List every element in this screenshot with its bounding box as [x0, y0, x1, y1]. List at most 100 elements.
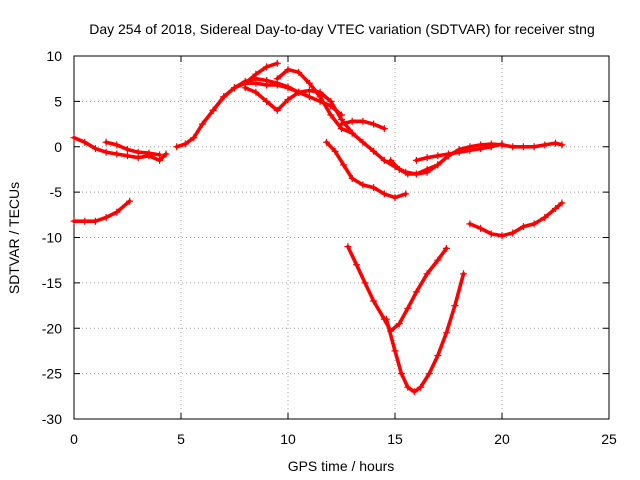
data-point [348, 129, 356, 137]
y-tick-label: -5 [50, 184, 63, 200]
series-line [468, 201, 564, 238]
series-line [72, 135, 168, 163]
y-axis: -30 -25 -20 -15 -10 -5 0 5 10 [42, 48, 609, 427]
data-point [284, 96, 292, 104]
data-point [404, 170, 412, 178]
series-line [72, 199, 132, 223]
data-point [340, 161, 348, 169]
series-arc-12 [412, 140, 506, 164]
chart-title: Day 254 of 2018, Sidereal Day-to-day VTE… [89, 21, 595, 37]
data-point [434, 352, 442, 359]
y-tick-label: -15 [42, 275, 62, 291]
data-point [410, 388, 418, 396]
series-arc-9 [338, 117, 388, 133]
data-point [156, 151, 164, 159]
series-arc-14 [344, 243, 450, 335]
data-point [305, 87, 313, 94]
data-point [519, 143, 527, 151]
data-point [380, 190, 388, 198]
data-point [124, 146, 131, 153]
data-point [434, 256, 442, 264]
data-point [113, 150, 121, 158]
data-point [509, 229, 517, 237]
data-point [273, 106, 281, 114]
data-point [442, 329, 450, 337]
data-point [558, 199, 566, 207]
x-axis-label: GPS time / hours [288, 458, 395, 474]
grid [74, 56, 609, 419]
y-tick-label: 0 [54, 139, 62, 155]
data-point [487, 143, 495, 151]
series-arc-8 [241, 84, 356, 137]
data-point [509, 143, 517, 151]
x-tick-label: 10 [280, 431, 296, 447]
data-point [263, 77, 271, 84]
data-point [434, 152, 442, 160]
data-point [344, 243, 352, 251]
data-point [198, 120, 206, 128]
data-point [305, 79, 313, 87]
data-point [412, 288, 420, 296]
x-tick-label: 5 [177, 431, 185, 447]
data-point [263, 97, 271, 105]
series-line [346, 244, 449, 333]
data-point [498, 140, 506, 148]
data-point [113, 141, 121, 149]
series-arc-4 [173, 79, 303, 151]
data-point [241, 84, 249, 92]
x-tick-label: 25 [601, 431, 617, 447]
data-point [91, 145, 99, 153]
data-point [425, 370, 433, 378]
data-point [451, 302, 459, 310]
x-tick-label: 20 [494, 431, 510, 447]
data-point [359, 181, 367, 189]
data-point [263, 63, 271, 71]
data-point [412, 170, 420, 178]
data-point [558, 141, 566, 149]
data-point [552, 139, 559, 147]
data-point [316, 88, 324, 96]
data-point [102, 148, 110, 156]
data-point [126, 197, 134, 205]
data-point [361, 279, 369, 287]
series-arc-13 [466, 199, 566, 240]
data-point [387, 156, 395, 164]
series-arc-10 [323, 138, 410, 202]
data-point [113, 208, 121, 216]
data-point [134, 148, 142, 156]
data-point [252, 70, 260, 78]
data-point [338, 120, 345, 128]
data-point [391, 194, 399, 202]
data-point [162, 150, 170, 158]
data-point [81, 138, 89, 146]
data-point [498, 232, 506, 240]
data-point [395, 320, 403, 328]
data-point [380, 156, 388, 164]
data-point [273, 75, 281, 83]
data-point [305, 93, 313, 101]
data-point [295, 88, 303, 96]
data-point [327, 111, 335, 119]
data-point [397, 370, 405, 378]
data-point [391, 347, 399, 355]
data-point [530, 220, 538, 228]
data-point [91, 217, 99, 225]
data-point [455, 148, 463, 156]
series-arc-3 [70, 197, 134, 225]
data-point [466, 220, 474, 228]
data-point [348, 175, 356, 182]
y-tick-label: 5 [54, 93, 62, 109]
x-tick-label: 0 [70, 431, 78, 447]
data-point [231, 84, 238, 92]
data-point [295, 68, 303, 76]
data-point [423, 154, 431, 162]
data-point [442, 244, 450, 252]
x-axis: 0 5 10 15 20 25 [70, 56, 617, 447]
data-point [541, 141, 549, 149]
data-point [370, 120, 378, 128]
y-axis-label: SDTVAR / TECUs [6, 182, 22, 294]
data-point [552, 205, 559, 212]
data-point [173, 143, 181, 151]
data-point [423, 168, 431, 176]
